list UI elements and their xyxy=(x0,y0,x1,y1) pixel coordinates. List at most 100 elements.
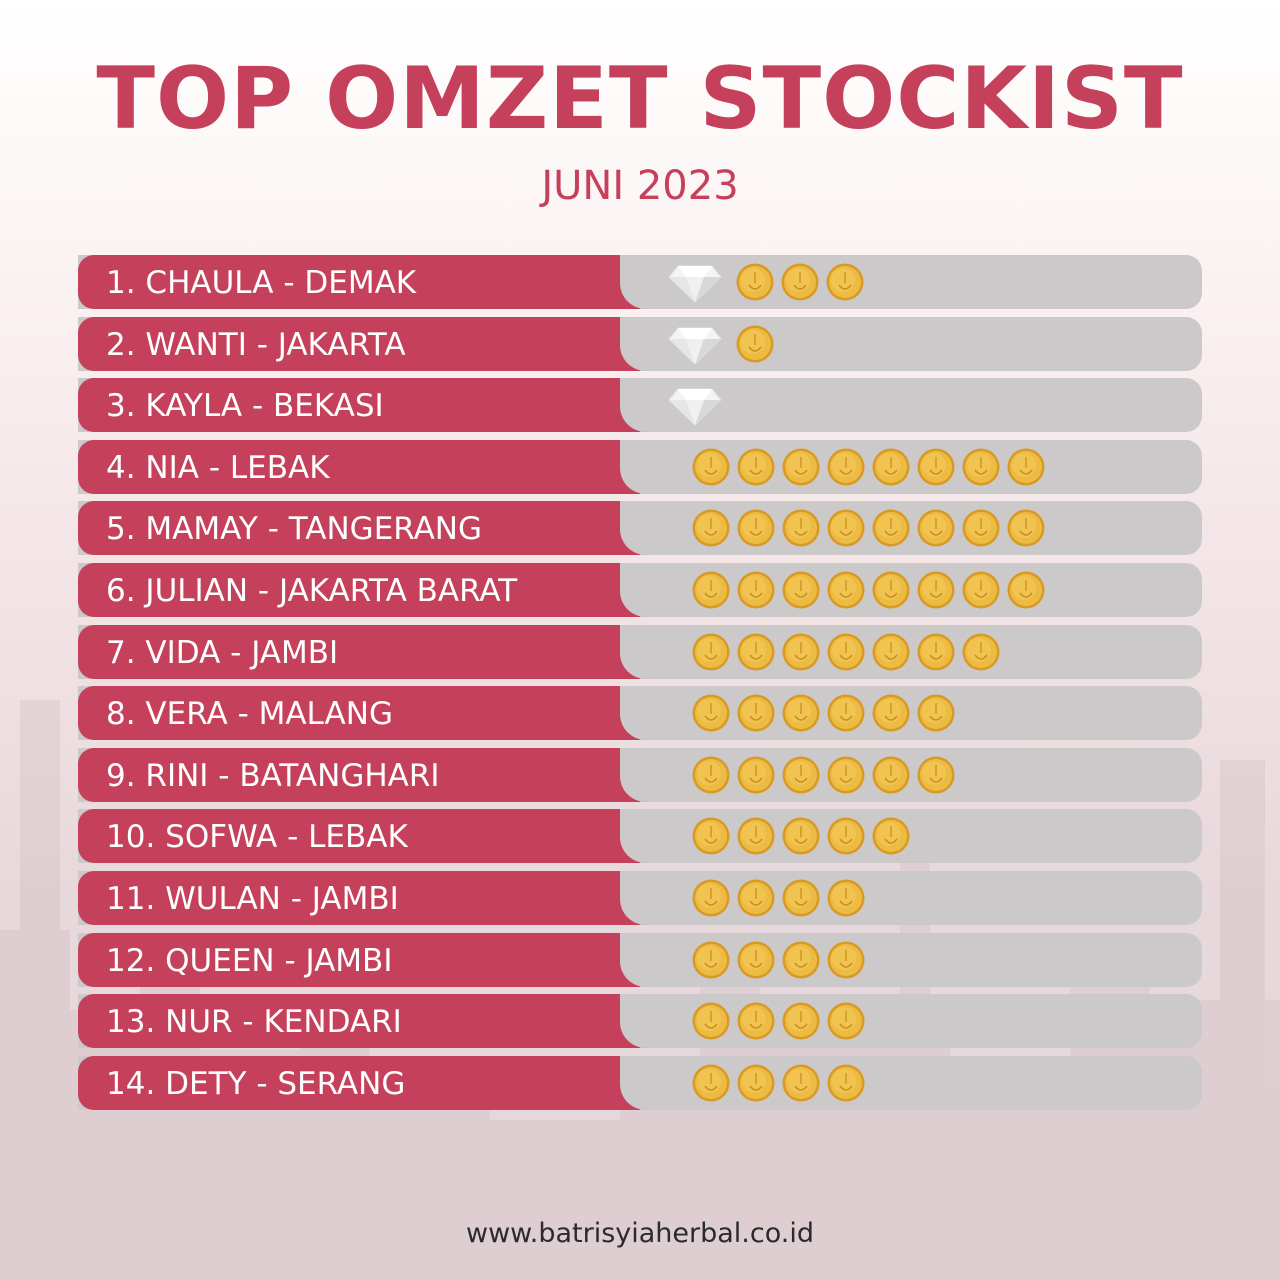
name-bar xyxy=(78,316,660,371)
stockist-label: 8. VERA - MALANG xyxy=(106,696,393,733)
gold-coin-icon xyxy=(737,879,775,917)
stockist-label: 10. SOFWA - LEBAK xyxy=(106,819,408,856)
stockist-label: 12. QUEEN - JAMBI xyxy=(106,942,393,979)
ranking-row: 9. RINI - BATANGHARI xyxy=(78,747,1202,802)
name-bar xyxy=(78,501,660,556)
gold-coin-icon xyxy=(692,817,730,855)
gold-coin-icon xyxy=(692,448,730,486)
gold-coin-icon xyxy=(827,1064,865,1102)
stockist-label: 6. JULIAN - JAKARTA BARAT xyxy=(106,572,518,609)
gold-coin-icon xyxy=(917,633,955,671)
ranking-row: 6. JULIAN - JAKARTA BARAT xyxy=(78,562,1202,617)
gold-coin-icon xyxy=(737,448,775,486)
diamond-icon xyxy=(668,387,722,427)
award-icons xyxy=(692,625,1007,679)
gold-coin-icon xyxy=(782,509,820,547)
ranking-row: 8. VERA - MALANG xyxy=(78,686,1202,741)
ranking-row: 2. WANTI - JAKARTA xyxy=(78,316,1202,371)
gold-coin-icon xyxy=(962,633,1000,671)
page-subtitle: JUNI 2023 xyxy=(541,163,739,209)
gold-coin-icon xyxy=(736,325,774,363)
award-icons xyxy=(668,378,736,432)
gold-coin-icon xyxy=(737,571,775,609)
gold-coin-icon xyxy=(1007,448,1045,486)
gold-coin-icon xyxy=(737,1002,775,1040)
name-bar xyxy=(78,870,660,925)
page-title: TOP OMZET STOCKIST xyxy=(96,49,1184,149)
gold-coin-icon xyxy=(917,509,955,547)
gold-coin-icon xyxy=(737,817,775,855)
gold-coin-icon xyxy=(827,1002,865,1040)
gold-coin-icon xyxy=(872,756,910,794)
stockist-label: 11. WULAN - JAMBI xyxy=(106,880,399,917)
gold-coin-icon xyxy=(962,448,1000,486)
gold-coin-icon xyxy=(827,571,865,609)
gold-coin-icon xyxy=(737,941,775,979)
gold-coin-icon xyxy=(827,817,865,855)
award-icons xyxy=(692,871,872,925)
name-bar xyxy=(78,624,660,679)
ranking-row: 12. QUEEN - JAMBI xyxy=(78,932,1202,987)
award-icons xyxy=(668,317,781,371)
award-icons xyxy=(668,255,871,309)
gold-coin-icon xyxy=(782,879,820,917)
gold-coin-icon xyxy=(782,448,820,486)
stockist-label: 7. VIDA - JAMBI xyxy=(106,634,339,671)
gold-coin-icon xyxy=(872,509,910,547)
gold-coin-icon xyxy=(917,694,955,732)
gold-coin-icon xyxy=(782,694,820,732)
name-bar xyxy=(78,994,660,1049)
stockist-label: 4. NIA - LEBAK xyxy=(106,449,330,486)
gold-coin-icon xyxy=(1007,571,1045,609)
stockist-label: 2. WANTI - JAKARTA xyxy=(106,326,406,363)
gold-coin-icon xyxy=(872,571,910,609)
gold-coin-icon xyxy=(692,571,730,609)
gold-coin-icon xyxy=(872,448,910,486)
gold-coin-icon xyxy=(962,571,1000,609)
stockist-label: 3. KAYLA - BEKASI xyxy=(106,388,384,425)
gold-coin-icon xyxy=(962,509,1000,547)
gold-coin-icon xyxy=(692,694,730,732)
gold-coin-icon xyxy=(737,633,775,671)
ranking-list: 1. CHAULA - DEMAK 2. WANTI - JAKARTA 3. KA… xyxy=(78,255,1202,1117)
gold-coin-icon xyxy=(827,756,865,794)
gold-coin-icon xyxy=(917,448,955,486)
name-bar xyxy=(78,686,660,741)
gold-coin-icon xyxy=(827,448,865,486)
stockist-label: 9. RINI - BATANGHARI xyxy=(106,757,440,794)
gold-coin-icon xyxy=(782,571,820,609)
gold-coin-icon xyxy=(737,694,775,732)
name-bar xyxy=(78,439,660,494)
gold-coin-icon xyxy=(692,756,730,794)
gold-coin-icon xyxy=(872,633,910,671)
ranking-row: 5. MAMAY - TANGERANG xyxy=(78,501,1202,556)
gold-coin-icon xyxy=(692,509,730,547)
gold-coin-icon xyxy=(737,1064,775,1102)
gold-coin-icon xyxy=(692,633,730,671)
gold-coin-icon xyxy=(1007,509,1045,547)
website-url: www.batrisyiaherbal.co.id xyxy=(465,1218,815,1249)
gold-coin-icon xyxy=(872,817,910,855)
award-icons xyxy=(692,686,962,740)
stockist-label: 14. DETY - SERANG xyxy=(106,1065,406,1102)
gold-coin-icon xyxy=(782,1002,820,1040)
gold-coin-icon xyxy=(782,756,820,794)
ranking-row: 10. SOFWA - LEBAK xyxy=(78,809,1202,864)
ranking-row: 1. CHAULA - DEMAK xyxy=(78,255,1202,309)
gold-coin-icon xyxy=(692,941,730,979)
gold-coin-icon xyxy=(827,879,865,917)
diamond-icon xyxy=(668,326,722,366)
gold-coin-icon xyxy=(692,1002,730,1040)
gold-coin-icon xyxy=(827,509,865,547)
gold-coin-icon xyxy=(737,509,775,547)
diamond-icon xyxy=(668,264,722,304)
gold-coin-icon xyxy=(782,1064,820,1102)
gold-coin-icon xyxy=(827,694,865,732)
ranking-row: 14. DETY - SERANG xyxy=(78,1055,1202,1110)
stockist-label: 13. NUR - KENDARI xyxy=(106,1004,402,1041)
award-icons xyxy=(692,933,872,987)
award-icons xyxy=(692,501,1052,555)
gold-coin-icon xyxy=(737,756,775,794)
award-icons xyxy=(692,563,1052,617)
ranking-row: 13. NUR - KENDARI xyxy=(78,994,1202,1049)
